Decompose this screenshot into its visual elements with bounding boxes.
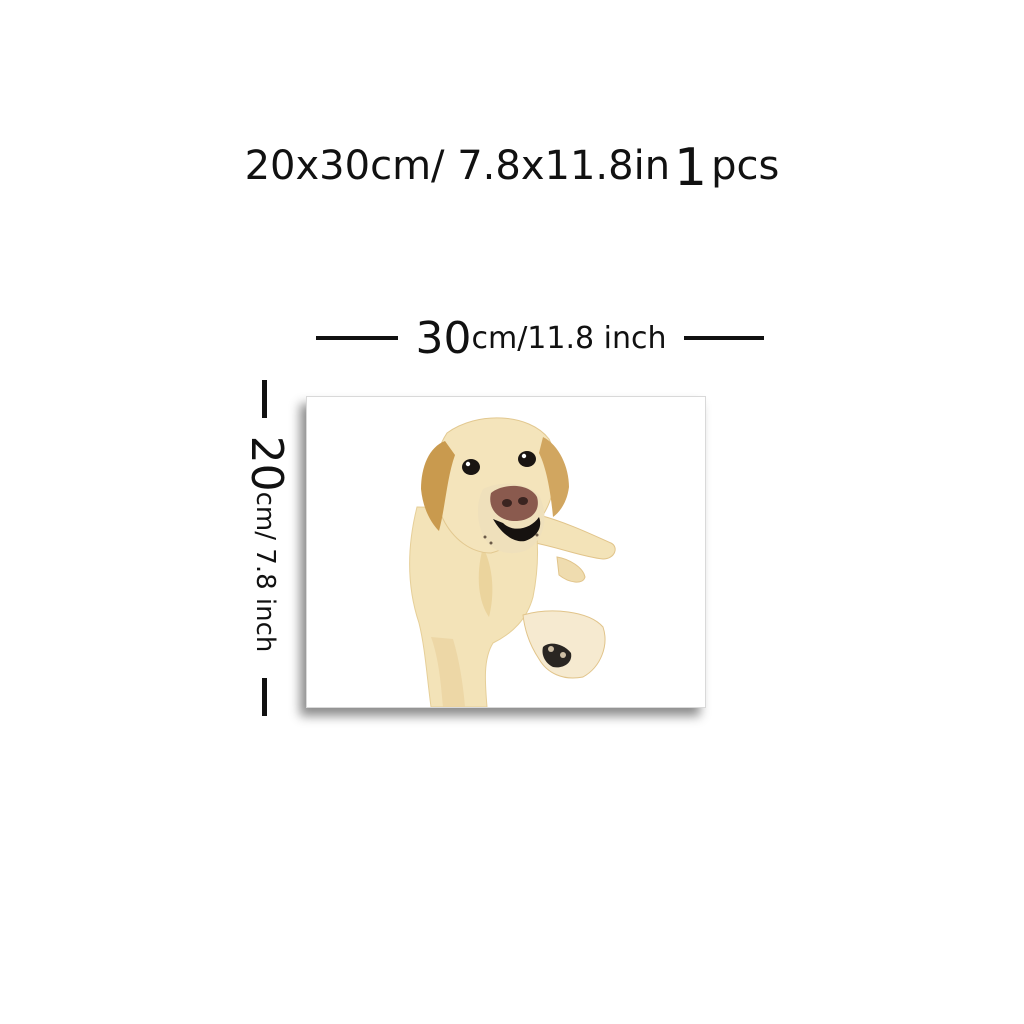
width-line-left	[316, 336, 398, 340]
quantity-unit: pcs	[711, 143, 780, 189]
product-size-headline: 20x30cm/ 7.8x11.8in1 pcs	[0, 138, 1024, 196]
height-tick-top	[262, 380, 267, 418]
quantity-number: 1	[674, 138, 708, 198]
width-label: 30cm/11.8 inch	[406, 314, 676, 364]
height-value: 20	[241, 435, 292, 492]
width-dimension: 30cm/11.8 inch	[312, 314, 768, 364]
width-units: cm/11.8 inch	[471, 321, 667, 356]
height-units: cm/ 7.8 inch	[250, 491, 280, 653]
size-text: 20x30cm/ 7.8x11.8in	[244, 143, 671, 189]
width-value: 30	[415, 313, 472, 364]
height-tick-bottom	[262, 678, 267, 716]
dog-painting	[409, 417, 616, 707]
width-line-right	[684, 336, 764, 340]
height-label: 20cm/ 7.8 inch	[241, 429, 292, 659]
canvas-print	[306, 396, 706, 708]
height-dimension: 20cm/ 7.8 inch	[238, 376, 294, 720]
